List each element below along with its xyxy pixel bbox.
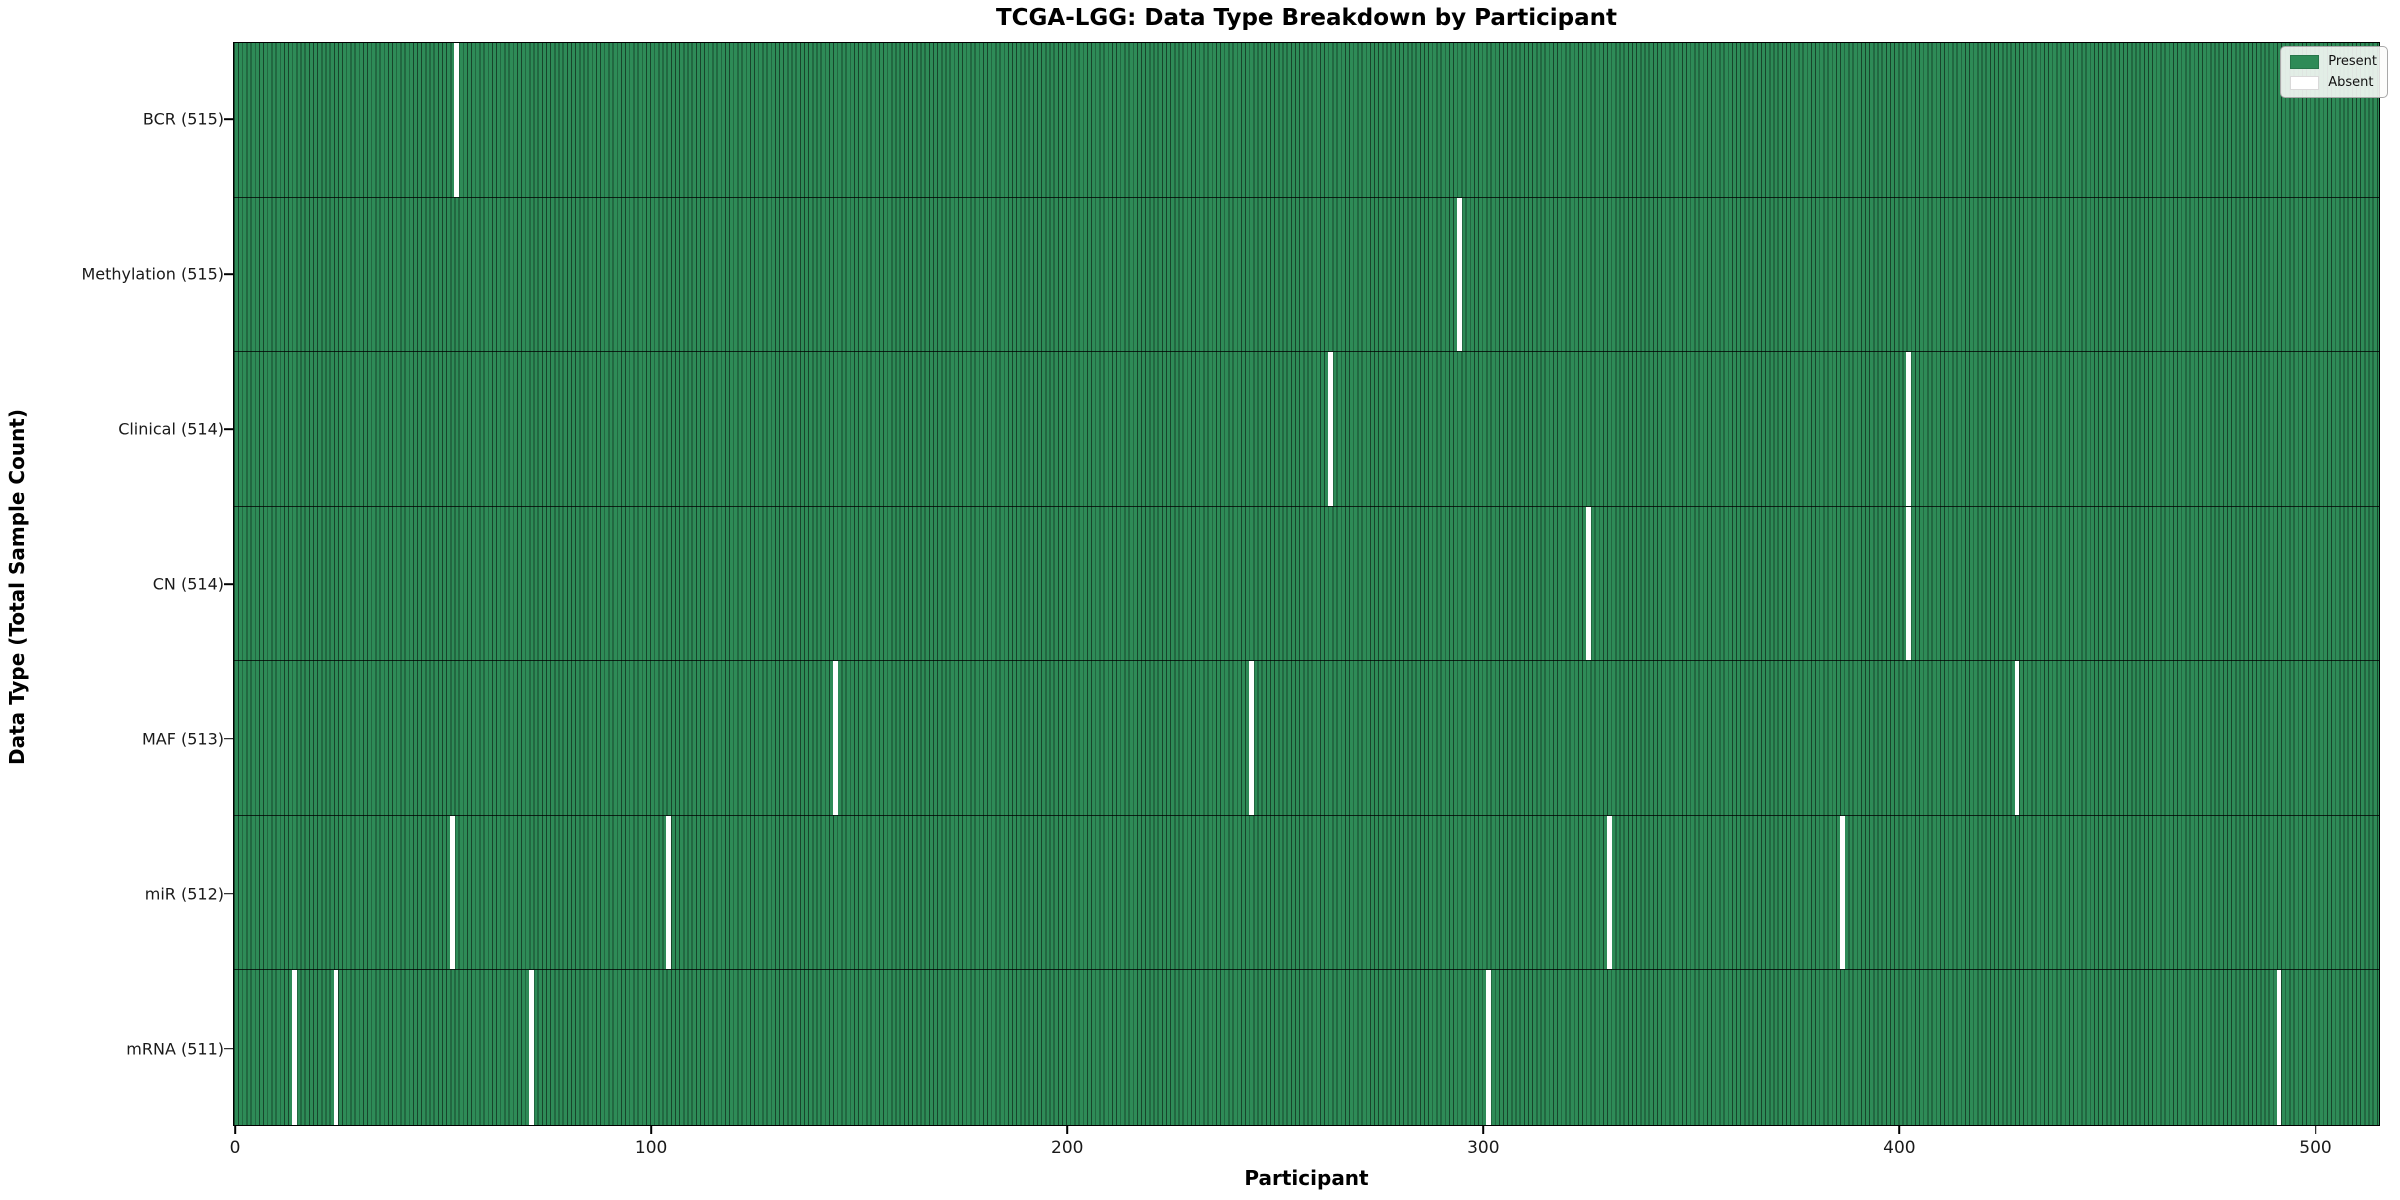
absent-gap <box>1486 970 1491 1125</box>
absent-gap <box>2014 661 2020 815</box>
row-cn <box>234 506 2379 662</box>
xtick-mark <box>1482 1126 1485 1134</box>
ytick-mark <box>224 1047 233 1050</box>
ytick-mark <box>224 892 233 895</box>
absent-gap <box>1456 197 1462 352</box>
x-axis-label: Participant <box>1244 1166 1369 1190</box>
absent-gap <box>832 661 838 815</box>
xtick-mark <box>1066 1126 1069 1134</box>
chart-title: TCGA-LGG: Data Type Breakdown by Partici… <box>995 5 1618 31</box>
xtick-mark <box>650 1126 652 1134</box>
ytick-label: Clinical (514) <box>118 419 224 439</box>
absent-gap <box>1606 815 1612 970</box>
plot-area <box>233 42 2380 1126</box>
xtick-label: 400 <box>1883 1138 1916 1158</box>
absent-gap <box>1839 815 1845 970</box>
absent-gap <box>450 815 455 970</box>
legend: Present Absent <box>2280 46 2388 98</box>
present-swatch-icon <box>2290 54 2320 69</box>
absent-swatch-icon <box>2290 75 2320 90</box>
xtick-mark <box>2314 1126 2317 1134</box>
absent-gap <box>333 970 339 1125</box>
ytick-label: CN (514) <box>152 574 224 594</box>
ytick-label: MAF (513) <box>141 729 224 749</box>
xtick-label: 500 <box>2299 1138 2332 1158</box>
absent-gap <box>1327 352 1333 506</box>
absent-gap <box>454 43 459 197</box>
absent-gap <box>529 970 534 1125</box>
absent-gap <box>2276 970 2282 1125</box>
row-bcr <box>234 43 2379 198</box>
absent-gap <box>291 970 297 1125</box>
legend-label: Absent <box>2328 75 2374 90</box>
xtick-mark <box>234 1126 236 1134</box>
row-maf <box>234 661 2379 816</box>
ytick-mark <box>224 428 233 430</box>
row-mrna <box>234 970 2379 1125</box>
absent-gap <box>1906 506 1912 661</box>
ytick-mark <box>224 273 233 276</box>
xtick-label: 200 <box>1051 1138 1084 1158</box>
ytick-mark <box>224 738 233 740</box>
absent-gap <box>1906 352 1912 506</box>
row-methylation <box>234 197 2379 353</box>
ytick-label: Methylation (515) <box>81 264 224 284</box>
ytick-mark <box>224 118 233 121</box>
xtick-mark <box>1898 1126 1901 1134</box>
xtick-label: 0 <box>229 1138 241 1158</box>
ytick-label: BCR (515) <box>142 109 224 129</box>
absent-gap <box>1585 506 1591 661</box>
ytick-label: miR (512) <box>144 884 224 904</box>
xtick-label: 300 <box>1467 1138 1500 1158</box>
legend-item-present: Present <box>2290 54 2377 69</box>
row-clinical <box>234 352 2379 507</box>
ytick-label: mRNA (511) <box>126 1039 224 1059</box>
legend-item-absent: Absent <box>2290 75 2377 90</box>
xtick-label: 100 <box>634 1138 668 1158</box>
ytick-mark <box>224 583 233 585</box>
absent-gap <box>666 815 672 970</box>
row-mir <box>234 815 2379 971</box>
legend-label: Present <box>2328 54 2377 69</box>
y-axis-label: Data Type (Total Sample Count) <box>5 408 29 766</box>
absent-gap <box>1248 661 1254 815</box>
